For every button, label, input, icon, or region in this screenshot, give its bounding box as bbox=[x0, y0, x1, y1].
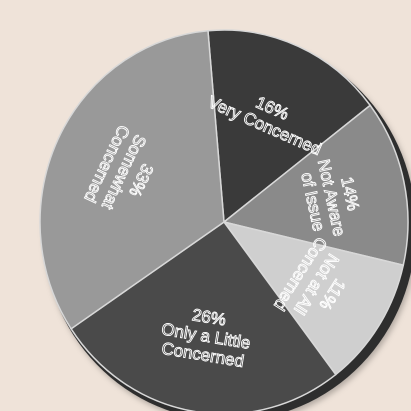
pie-slice bbox=[70, 220, 337, 411]
pie-slice bbox=[39, 29, 225, 330]
pie-slice bbox=[222, 104, 409, 267]
pie-slice bbox=[222, 220, 405, 376]
pie-slices bbox=[39, 29, 409, 411]
slice-label: 14%Not Awareof Issue bbox=[295, 154, 367, 242]
pie-slice bbox=[207, 29, 372, 224]
